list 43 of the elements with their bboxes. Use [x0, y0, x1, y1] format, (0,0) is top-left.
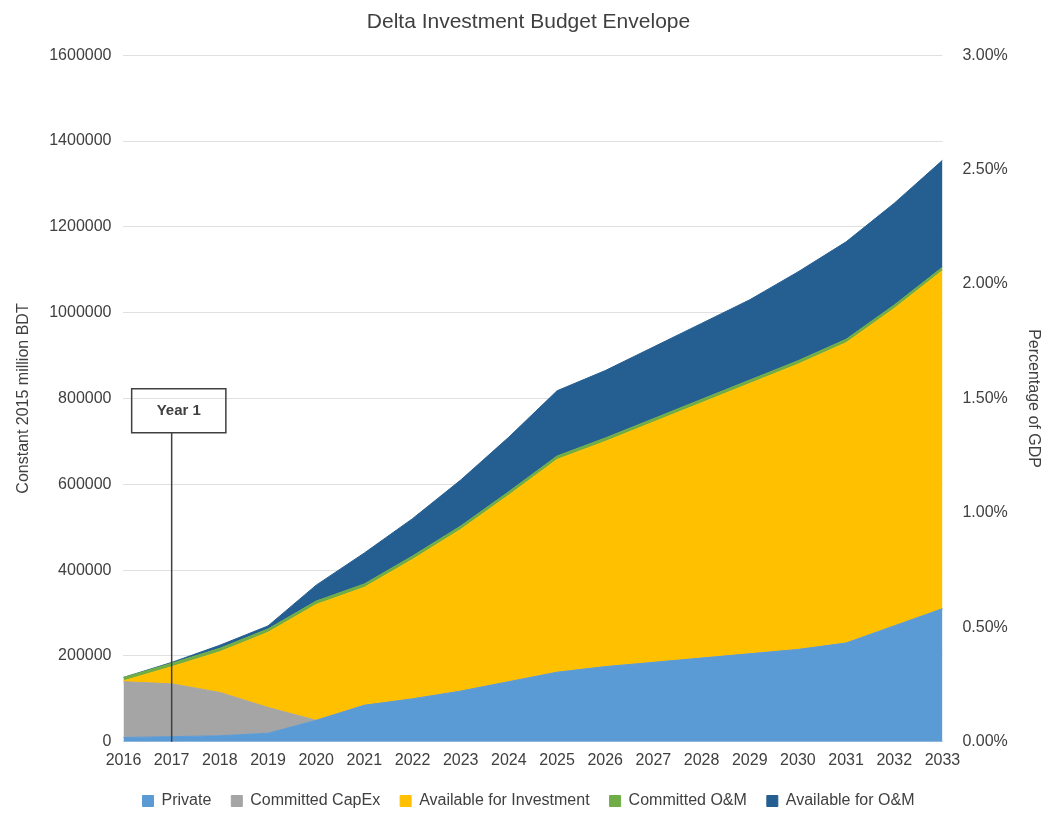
x-tick-label: 2018 [202, 750, 238, 768]
y2-axis-title: Percentage of GDP [1025, 329, 1043, 468]
y2-tick-label: 0.50% [962, 617, 1008, 635]
x-tick-label: 2016 [105, 750, 142, 768]
legend-label: Available for Investment [419, 791, 591, 809]
x-tick-label: 2029 [731, 750, 768, 768]
y2-tick-label: 2.50% [962, 160, 1008, 178]
x-tick-label: 2027 [635, 750, 672, 768]
x-tick-label: 2026 [587, 750, 624, 768]
x-tick-label: 2021 [346, 750, 383, 768]
chart-title: Delta Investment Budget Envelope [366, 9, 691, 33]
x-tick-label: 2028 [683, 750, 720, 768]
y-tick-label: 600000 [58, 474, 112, 492]
y-tick-label: 800000 [58, 388, 112, 406]
legend-label: Committed O&M [628, 791, 747, 809]
x-tick-label: 2025 [539, 750, 575, 768]
y2-tick-label: 1.00% [962, 503, 1008, 521]
x-tick-label: 2032 [876, 750, 913, 768]
y-tick-label: 400000 [58, 560, 112, 578]
legend-label: Committed CapEx [250, 791, 381, 809]
y-tick-label: 200000 [58, 646, 112, 664]
y-tick-label: 1000000 [49, 303, 112, 321]
x-tick-label: 2019 [250, 750, 286, 768]
y2-tick-label: 0.00% [962, 732, 1008, 750]
x-tick-label: 2023 [442, 750, 479, 768]
x-tick-label: 2022 [394, 750, 431, 768]
legend-label: Available for O&M [785, 791, 915, 809]
x-tick-label: 2031 [828, 750, 864, 768]
y-tick-label: 0 [102, 732, 112, 750]
y2-tick-label: 3.00% [962, 45, 1008, 63]
y-tick-label: 1600000 [49, 45, 112, 63]
x-tick-label: 2020 [298, 750, 335, 768]
legend-label: Private [161, 791, 212, 809]
y-axis-title: Constant 2015 million BDT [14, 303, 32, 494]
ref-line-label: Year 1 [156, 400, 201, 418]
x-tick-label: 2030 [780, 750, 816, 768]
y-tick-label: 1200000 [49, 217, 112, 235]
x-tick-label: 2017 [153, 750, 190, 768]
y2-tick-label: 2.00% [962, 274, 1008, 292]
y2-tick-label: 1.50% [962, 388, 1008, 406]
x-tick-label: 2024 [491, 750, 527, 768]
y-tick-label: 1400000 [49, 131, 112, 149]
x-tick-label: 2033 [924, 750, 961, 768]
